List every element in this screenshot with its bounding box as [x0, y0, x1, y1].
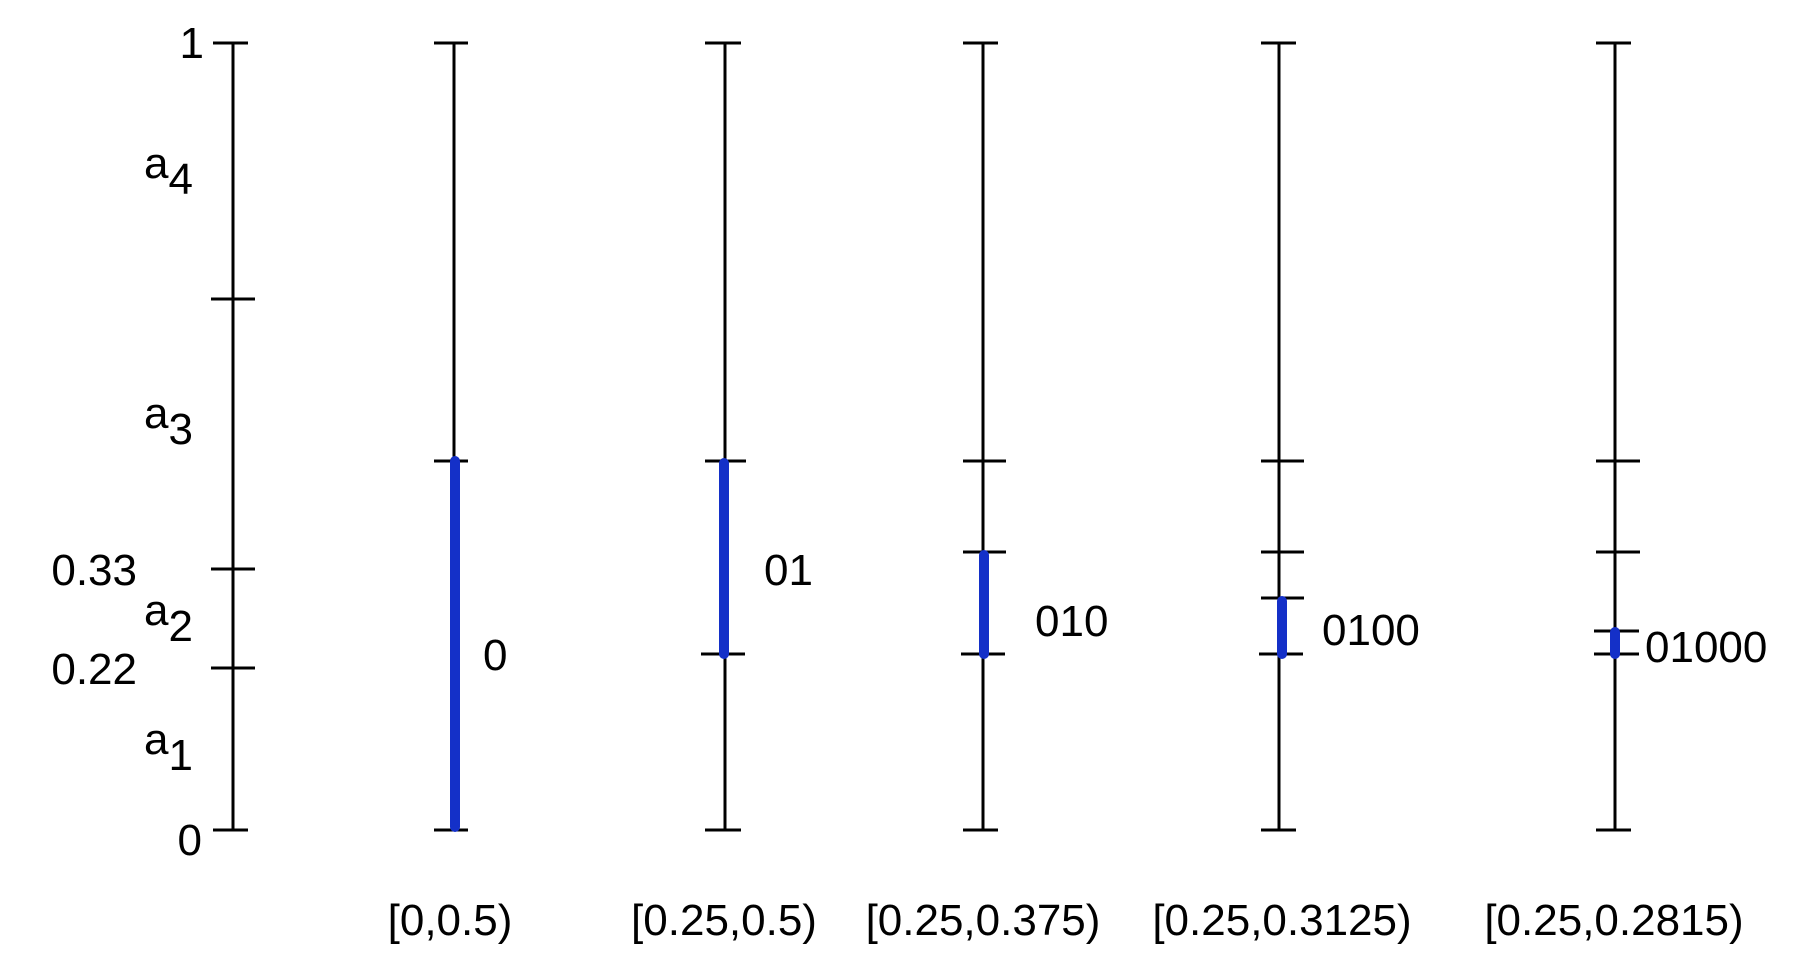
symbol-sub-a3: 3 [168, 405, 192, 454]
step-4-range: [0.25,0.3125) [1152, 896, 1411, 945]
symbol-label-a1: a1 [144, 715, 193, 780]
step-2-code: 01 [764, 546, 813, 595]
value-label-1: 1 [180, 19, 204, 68]
step-5-range: [0.25,0.2815) [1484, 896, 1743, 945]
step-1-range: [0,0.5) [388, 896, 513, 945]
step-5-code: 01000 [1645, 623, 1767, 672]
value-label-0: 0 [178, 816, 202, 865]
reference-scale: 1 0.33 0.22 0 a4 a3 a2 a1 [51, 19, 255, 865]
step-2-range: [0.25,0.5) [631, 896, 817, 945]
step-5: 01000 [0.25,0.2815) [1484, 41, 1767, 945]
step-1: 0 [0,0.5) [388, 41, 513, 945]
symbol-sub-a2: 2 [168, 602, 192, 651]
step-3-range: [0.25,0.375) [866, 896, 1101, 945]
symbol-base-a3: a [144, 389, 169, 438]
value-label-0.33: 0.33 [51, 546, 137, 595]
step-3: 010 [0.25,0.375) [866, 41, 1108, 945]
step-4-code: 0100 [1322, 606, 1420, 655]
symbol-base-a2: a [144, 586, 169, 635]
step-1-code: 0 [483, 631, 507, 680]
step-4: 0100 [0.25,0.3125) [1152, 41, 1420, 945]
symbol-label-a2: a2 [144, 586, 193, 651]
symbol-sub-a4: 4 [168, 155, 192, 204]
symbol-sub-a1: 1 [168, 731, 192, 780]
symbol-base-a4: a [144, 139, 169, 188]
symbol-label-a3: a3 [144, 389, 193, 454]
value-label-0.22: 0.22 [51, 645, 137, 694]
step-3-code: 010 [1035, 597, 1108, 646]
step-2: 01 [0.25,0.5) [631, 41, 817, 945]
symbol-label-a4: a4 [144, 139, 193, 204]
symbol-base-a1: a [144, 715, 169, 764]
